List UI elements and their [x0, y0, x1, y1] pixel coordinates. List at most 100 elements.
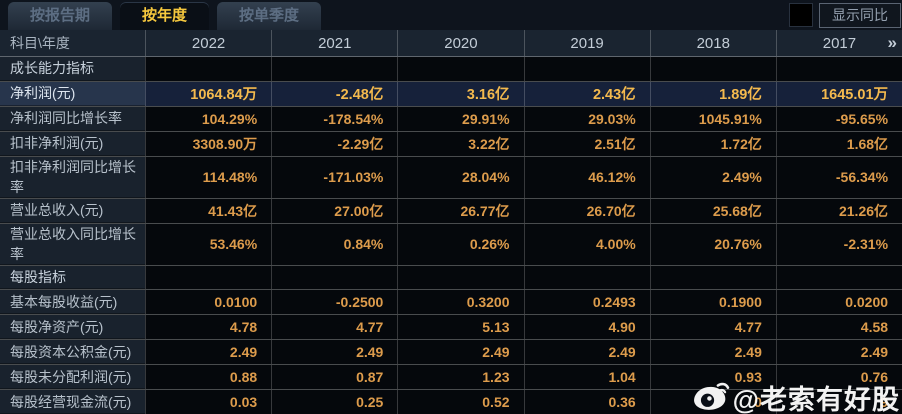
value-cell: 4.78 [145, 315, 272, 340]
value-cell [271, 265, 398, 290]
tab-by-year[interactable]: 按年度 [120, 2, 210, 30]
corner-header: 科目\年度 [10, 35, 70, 51]
year-header-2017[interactable]: 2017 [775, 30, 902, 56]
table-row: 每股资本公积金(元) 2.49 2.49 2.49 2.49 2.49 2.49 [0, 340, 902, 366]
value-cell [145, 57, 272, 81]
row-label: 净利润同比增长率 [0, 106, 145, 131]
value-cell: -95.65% [775, 106, 902, 131]
value-cell: 0.76 [775, 365, 902, 390]
value-cell [523, 265, 650, 290]
value-cell: 0.84% [271, 223, 398, 265]
row-label: 每股经营现金流(元) [0, 390, 145, 414]
row-label: 每股未分配利润(元) [0, 365, 145, 390]
value-cell: -0.2500 [271, 290, 398, 315]
table-row: 每股净资产(元) 4.78 4.77 5.13 4.90 4.77 4.58 [0, 315, 902, 341]
value-cell: 2.49 [397, 340, 524, 365]
table-row: 基本每股收益(元) 0.0100 -0.2500 0.3200 0.2493 0.1900… [0, 290, 902, 316]
value-cell [649, 265, 776, 290]
value-cell: 25.68亿 [649, 198, 776, 223]
row-label: 营业总收入(元) [0, 198, 145, 223]
value-cell: 41.43亿 [145, 198, 272, 223]
period-tabbar: 按报告期 按年度 按单季度 显示同比 [0, 0, 902, 30]
value-cell: 1.04 [523, 365, 650, 390]
value-cell: 2.43亿 [523, 81, 650, 106]
section-row: 每股指标 [0, 265, 902, 291]
year-header-2021[interactable]: 2021 [271, 30, 397, 56]
value-cell: 9 [775, 390, 902, 414]
value-cell: 0.52 [397, 390, 524, 414]
value-cell: 2.49% [649, 156, 776, 198]
value-cell [775, 57, 902, 81]
row-label: 净利润(元) [0, 81, 145, 106]
value-cell: 2.49 [775, 340, 902, 365]
value-cell: 4.77 [649, 315, 776, 340]
show-yoy-checkbox[interactable] [789, 3, 813, 27]
value-cell: 4.77 [271, 315, 398, 340]
show-yoy-button[interactable]: 显示同比 [819, 3, 901, 28]
value-cell: 4.58 [775, 315, 902, 340]
row-label: 每股指标 [0, 265, 145, 290]
value-cell: -178.54% [271, 106, 398, 131]
table-row: 净利润(元) 1064.84万 -2.48亿 3.16亿 2.43亿 1.89亿 1645.… [0, 81, 902, 107]
value-cell: 0.0200 [775, 290, 902, 315]
value-cell: -56.34% [775, 156, 902, 198]
value-cell: 3.16亿 [397, 81, 524, 106]
financial-table: 科目\年度 2022 2021 2020 2019 2018 2017 » 成长… [0, 30, 902, 414]
year-header-2022[interactable]: 2022 [145, 30, 271, 56]
value-cell: -2.48亿 [271, 81, 398, 106]
year-header-2018[interactable]: 2018 [649, 30, 776, 56]
table-row: 扣非净利润同比增长率 114.48% -171.03% 28.04% 46.12% 2.4… [0, 156, 902, 199]
year-header-2020[interactable]: 2020 [397, 30, 523, 56]
value-cell [775, 265, 902, 290]
value-cell: 2.49 [523, 340, 650, 365]
row-label: 基本每股收益(元) [0, 290, 145, 315]
value-cell: 0.2493 [523, 290, 650, 315]
more-years-icon[interactable]: » [887, 33, 898, 52]
value-cell: 0.26% [397, 223, 524, 265]
value-cell: 3308.90万 [145, 131, 272, 156]
value-cell [271, 57, 398, 81]
value-cell: 0.25 [271, 390, 398, 414]
table-row: 每股未分配利润(元) 0.88 0.87 1.23 1.04 0.93 0.76 [0, 365, 902, 391]
tab-by-quarter[interactable]: 按单季度 [217, 2, 322, 30]
value-cell: 2.49 [649, 340, 776, 365]
value-cell: 1645.01万 [775, 81, 902, 106]
table-row: 净利润同比增长率 104.29% -178.54% 29.91% 29.03% 1045.… [0, 106, 902, 132]
tab-report-period[interactable]: 按报告期 [8, 2, 113, 30]
table-row: 营业总收入(元) 41.43亿 27.00亿 26.77亿 26.70亿 25.68亿 21… [0, 198, 902, 224]
value-cell: 0.87 [271, 365, 398, 390]
value-cell: 21.26亿 [775, 198, 902, 223]
table-row: 营业总收入同比增长率 53.46% 0.84% 0.26% 4.00% 20.76% -2.… [0, 223, 902, 266]
value-cell: 27.00亿 [271, 198, 398, 223]
value-cell: 26.77亿 [397, 198, 524, 223]
value-cell [145, 265, 272, 290]
value-cell: -2.29亿 [271, 131, 398, 156]
value-cell: 1.23 [397, 365, 524, 390]
value-cell: 1.89亿 [649, 81, 776, 106]
table-body: 成长能力指标 净利润(元) 1064.84万 -2.48亿 3.16亿 2.43亿 1.89… [0, 57, 902, 414]
value-cell: -171.03% [271, 156, 398, 198]
value-cell: 46.12% [523, 156, 650, 198]
value-cell: 2.51亿 [523, 131, 650, 156]
value-cell: 2.49 [271, 340, 398, 365]
value-cell: 1064.84万 [145, 81, 272, 106]
row-label: 每股净资产(元) [0, 315, 145, 340]
table-row: 每股经营现金流(元) 0.03 0.25 0.52 0.36 0 9 [0, 390, 902, 414]
value-cell: 0.1900 [649, 290, 776, 315]
table-row: 扣非净利润(元) 3308.90万 -2.29亿 3.22亿 2.51亿 1.72亿 1.6… [0, 131, 902, 157]
row-label: 每股资本公积金(元) [0, 340, 145, 365]
value-cell: 1.72亿 [649, 131, 776, 156]
value-cell: 2.49 [145, 340, 272, 365]
value-cell: 1045.91% [649, 106, 776, 131]
value-cell: 0.93 [649, 365, 776, 390]
value-cell: 0 [649, 390, 776, 414]
value-cell: 0.3200 [397, 290, 524, 315]
value-cell: 20.76% [649, 223, 776, 265]
value-cell: 114.48% [145, 156, 272, 198]
table-header-row: 科目\年度 2022 2021 2020 2019 2018 2017 » [0, 30, 902, 57]
value-cell: 0.88 [145, 365, 272, 390]
year-header-2019[interactable]: 2019 [523, 30, 650, 56]
value-cell: 1.68亿 [775, 131, 902, 156]
value-cell: 26.70亿 [523, 198, 650, 223]
